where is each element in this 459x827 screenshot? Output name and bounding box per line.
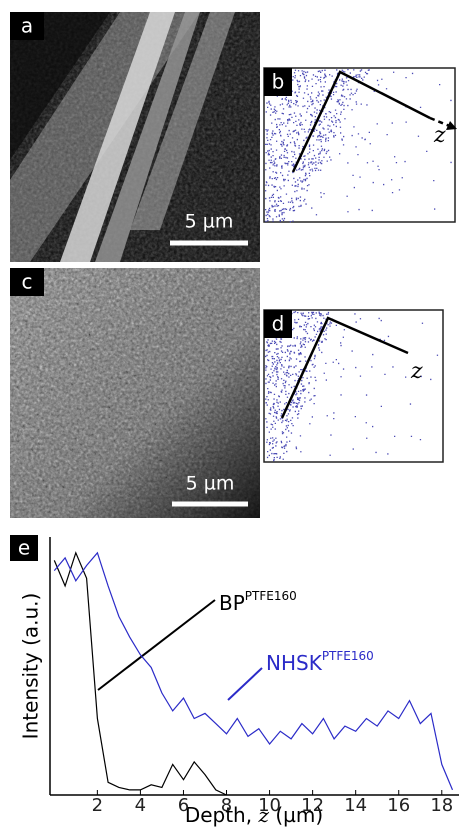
x-tick-label: 2	[92, 795, 103, 816]
panel-label: e	[18, 536, 30, 560]
panel-label: a	[21, 14, 33, 38]
series-annotation: BPPTFE160	[219, 589, 297, 615]
panel-label: b	[272, 70, 285, 94]
y-axis-label: Intensity (a.u.)	[19, 593, 43, 740]
x-tick-label: 14	[344, 795, 367, 816]
page: a 5 µm b z c 5 µm d z e Intensity (a.u.)…	[0, 0, 459, 827]
panel-label: c	[22, 270, 33, 294]
series-name: BP	[219, 591, 245, 615]
series-superscript: PTFE160	[245, 589, 297, 603]
scale-bar-label: 5 µm	[186, 473, 235, 495]
annotation-leader	[98, 600, 215, 690]
x-tick-label: 6	[178, 795, 189, 816]
figure: a 5 µm b z c 5 µm d z e Intensity (a.u.)…	[0, 0, 459, 827]
axis-label: z	[433, 123, 446, 148]
x-tick-label: 4	[135, 795, 146, 816]
series-name: NHSK	[266, 651, 323, 675]
x-tick-label: 10	[258, 795, 281, 816]
x-tick-label: 18	[430, 795, 453, 816]
x-tick-label: 16	[387, 795, 410, 816]
axis-label: z	[410, 359, 423, 384]
x-label-text: Depth,	[185, 803, 252, 827]
panel-label: d	[272, 312, 285, 336]
x-tick-label: 12	[301, 795, 324, 816]
data-line	[54, 553, 226, 795]
x-tick-label: 8	[221, 795, 232, 816]
scale-bar-label: 5 µm	[185, 211, 234, 233]
annotation-leader	[228, 668, 262, 700]
series-annotation: NHSKPTFE160	[266, 649, 374, 675]
series-superscript: PTFE160	[322, 649, 374, 663]
